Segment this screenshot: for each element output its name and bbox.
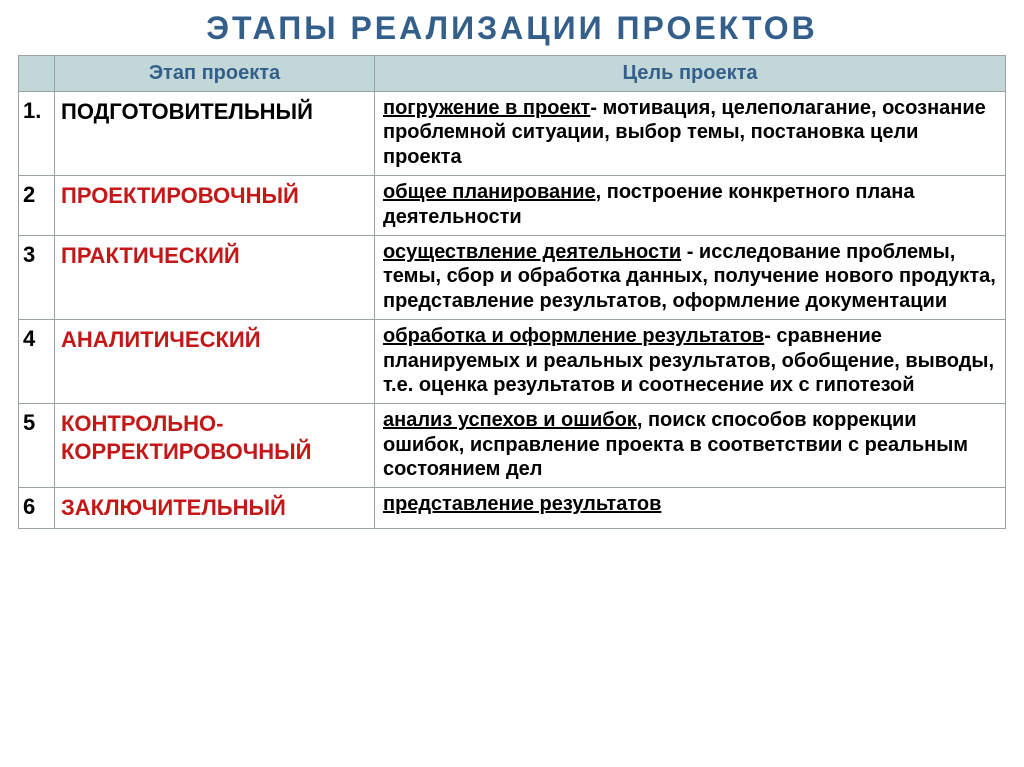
goal-keyword: представление результатов [383,493,661,515]
header-stage: Этап проекта [55,56,375,92]
stage-name: КОНТРОЛЬНО- КОРРЕКТИРОВОЧНЫЙ [55,404,375,488]
row-number: 4 [19,320,55,404]
stage-goal: представление результатов [375,488,1006,529]
table-row: 3ПРАКТИЧЕСКИЙосуществление деятельности … [19,235,1006,319]
table-header-row: Этап проекта Цель проекта [19,56,1006,92]
table-row: 2ПРОЕКТИРОВОЧНЫЙобщее планирование, пост… [19,176,1006,236]
table-row: 5КОНТРОЛЬНО- КОРРЕКТИРОВОЧНЫЙанализ успе… [19,404,1006,488]
stage-goal: осуществление деятельности - исследовани… [375,235,1006,319]
slide: ЭТАПЫ РЕАЛИЗАЦИИ ПРОЕКТОВ Этап проекта Ц… [0,0,1024,767]
header-empty [19,56,55,92]
stage-name: АНАЛИТИЧЕСКИЙ [55,320,375,404]
row-number: 6 [19,488,55,529]
stage-name: ПРАКТИЧЕСКИЙ [55,235,375,319]
stage-goal: погружение в проект- мотивация, целепола… [375,92,1006,176]
goal-keyword: обработка и оформление результатов [383,325,764,347]
stage-name: ПРОЕКТИРОВОЧНЫЙ [55,176,375,236]
goal-keyword: общее планирование [383,181,596,203]
table-row: 6ЗАКЛЮЧИТЕЛЬНЫЙ представление результатов [19,488,1006,529]
table-row: 1.ПОДГОТОВИТЕЛЬНЫЙпогружение в проект- м… [19,92,1006,176]
stage-goal: общее планирование, построение конкретно… [375,176,1006,236]
stage-goal: обработка и оформление результатов- срав… [375,320,1006,404]
stages-table: Этап проекта Цель проекта 1.ПОДГОТОВИТЕЛ… [18,55,1006,529]
stage-name: ЗАКЛЮЧИТЕЛЬНЫЙ [55,488,375,529]
header-goal: Цель проекта [375,56,1006,92]
page-title: ЭТАПЫ РЕАЛИЗАЦИИ ПРОЕКТОВ [18,10,1006,47]
stage-name: ПОДГОТОВИТЕЛЬНЫЙ [55,92,375,176]
table-row: 4АНАЛИТИЧЕСКИЙобработка и оформление рез… [19,320,1006,404]
row-number: 3 [19,235,55,319]
row-number: 5 [19,404,55,488]
stage-goal: анализ успехов и ошибок, поиск способов … [375,404,1006,488]
row-number: 2 [19,176,55,236]
row-number: 1. [19,92,55,176]
goal-keyword: осуществление деятельности [383,241,681,263]
goal-keyword: погружение в проект [383,97,590,119]
goal-keyword: анализ успехов и ошибок [383,409,637,431]
